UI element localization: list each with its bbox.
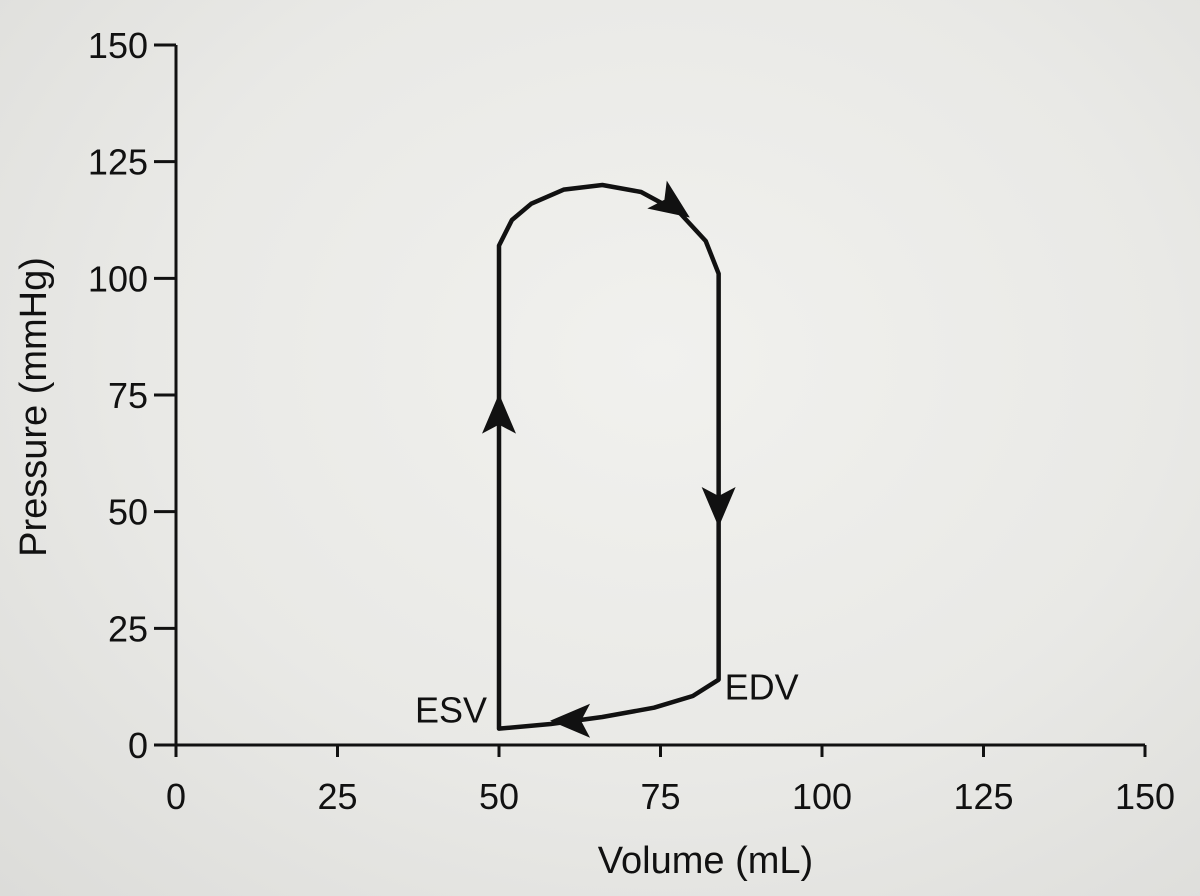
y-ticks: 0 25 50 75 100 125 150 (88, 25, 176, 766)
direction-arrowhead (647, 180, 690, 218)
direction-arrowhead (701, 487, 736, 527)
x-tick-label: 125 (953, 776, 1013, 817)
y-tick-label: 75 (108, 375, 148, 416)
y-tick-label: 100 (88, 258, 148, 299)
direction-arrowhead (550, 703, 591, 738)
plot-area (482, 180, 736, 738)
annotations: ESV EDV (415, 667, 799, 731)
axes: 0 25 50 75 100 125 150 0 25 50 75 100 125 150 (88, 25, 1175, 817)
y-tick-label: 25 (108, 608, 148, 649)
y-tick-label: 150 (88, 25, 148, 66)
x-tick-label: 0 (166, 776, 186, 817)
y-tick-label: 50 (108, 492, 148, 533)
x-tick-label: 150 (1115, 776, 1175, 817)
pv-loop-line (496, 182, 721, 731)
annotation-edv: EDV (725, 667, 799, 708)
x-ticks: 0 25 50 75 100 125 150 (166, 745, 1175, 817)
x-axis-title: Volume (mL) (598, 840, 813, 882)
x-tick-label: 75 (640, 776, 680, 817)
annotation-esv: ESV (415, 690, 487, 731)
x-tick-label: 100 (792, 776, 852, 817)
direction-arrowhead (482, 393, 516, 434)
y-axis-title: Pressure (mmHg) (13, 257, 55, 557)
x-tick-label: 50 (479, 776, 519, 817)
y-tick-label: 0 (128, 725, 148, 766)
y-tick-label: 125 (88, 142, 148, 183)
x-tick-label: 25 (317, 776, 357, 817)
